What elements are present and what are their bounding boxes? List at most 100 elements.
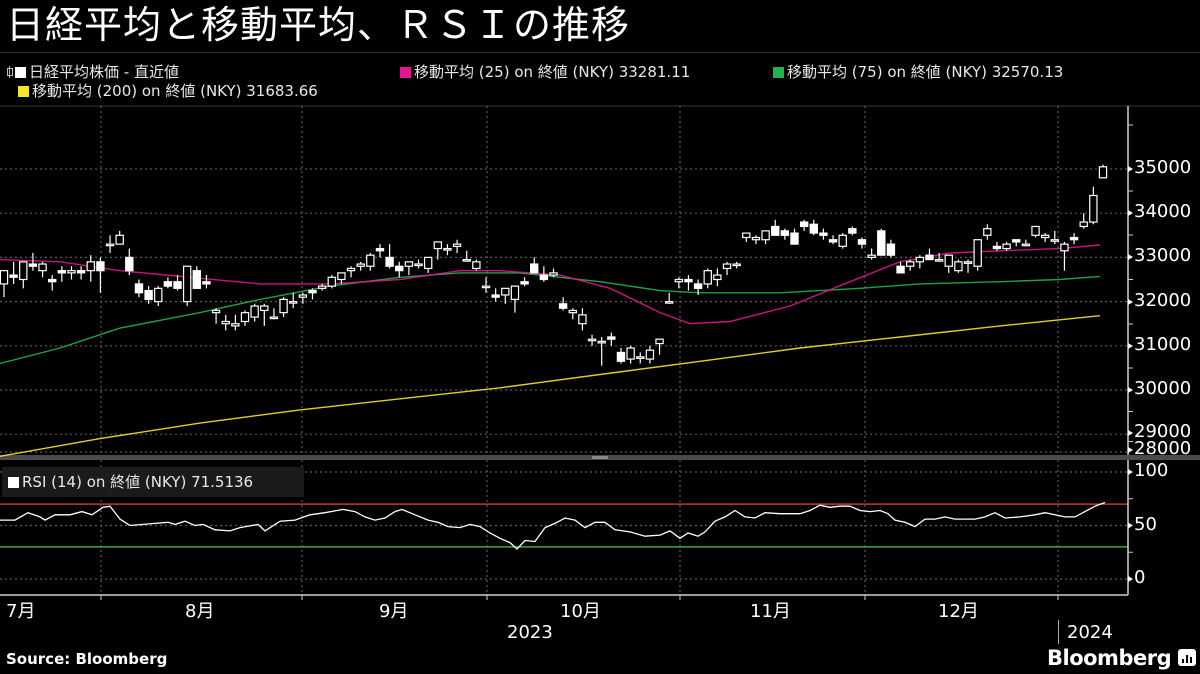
legend-ma75: 移動平均 (75) on 終値 (NKY) 32570.13 [773,62,1063,82]
candle [848,226,857,236]
y-tick [1128,447,1133,453]
candle [780,228,790,240]
y-tick [1128,430,1133,436]
y-tick [1128,576,1133,582]
moving-average-line [0,272,1101,365]
candle [404,261,414,276]
candle [761,230,770,245]
y-tick [1128,343,1133,349]
candle [221,314,230,331]
candle [578,308,587,331]
x-label-jul: 7月 [6,601,36,622]
candle [799,219,809,231]
y-tick [1128,299,1133,305]
candle [76,266,86,280]
candle [423,256,433,273]
candle [520,277,529,287]
legend-price: 日経平均株価 - 直近値 [6,62,179,82]
candle [597,336,606,366]
candle [819,228,828,240]
y-label-price: 32000 [1134,290,1192,311]
candle [626,345,635,364]
candle [154,286,163,307]
candle [934,252,944,262]
candle [144,286,153,304]
candle [915,255,925,269]
candle [443,244,452,256]
candle [356,261,365,271]
x-label-oct: 10月 [560,601,601,622]
candle [1089,186,1098,225]
candle [462,250,471,262]
candle [250,303,259,322]
candle [501,287,510,304]
candle [693,279,703,295]
candle [182,265,192,307]
y-label-rsi: 0 [1134,567,1146,588]
price-plot [0,164,1108,457]
candle [1002,241,1011,251]
candle [703,268,712,289]
candle [616,348,626,364]
candle [260,303,269,326]
legend-price-label: 日経平均株価 - 直近値 [29,63,179,81]
y-label-price: 29000 [1134,421,1192,442]
candle [857,237,867,249]
candle [587,334,597,346]
x-label-year-2023: 2023 [507,622,553,643]
legend-swatch-ma25 [400,67,411,78]
candle [96,257,105,293]
y-tick [1128,387,1133,393]
candle [674,277,684,289]
candle [472,259,481,271]
candle [414,259,423,269]
y-label-rsi: 100 [1134,460,1169,481]
candle [173,275,182,291]
y-label-price: 35000 [1134,157,1192,178]
candle [346,266,356,278]
candle [192,266,202,289]
y-tick [1128,166,1133,172]
bloomberg-chart-icon [1178,649,1196,666]
candle [57,266,67,282]
candle [732,261,741,269]
candle [481,277,491,293]
candle [289,292,298,309]
y-tick [1128,254,1133,260]
candle [992,241,1002,251]
candle [549,268,558,278]
y-label-price: 33000 [1134,245,1192,266]
candle [1069,233,1079,245]
candle [944,254,953,273]
candle [86,255,95,282]
rsi-legend: RSI (14) on 終値 (NKY) 71.5136 [2,467,304,497]
legend-swatch-ma200 [18,86,29,97]
y-label-price: 28000 [1134,438,1192,459]
candle [0,270,9,298]
candle [317,283,327,291]
legend-swatch-price [15,67,26,78]
rsi-legend-label: RSI (14) on 終値 (NKY) 71.5136 [22,473,254,491]
candle [722,261,732,276]
candle [279,297,288,318]
candle [375,244,385,258]
candle [877,228,886,256]
candle [809,219,818,236]
candle [385,244,394,269]
candle [115,230,124,245]
candle [231,314,240,331]
candle [308,288,317,300]
candle [491,288,500,302]
candle [38,261,47,278]
y-label-price: 30000 [1134,378,1192,399]
x-label-sep: 9月 [379,601,409,622]
x-label-year-2024: 2024 [1067,622,1113,643]
panel-divider-handle[interactable] [592,456,608,459]
rsi-plot [0,501,1128,550]
candle [636,352,645,364]
rsi-line [0,501,1106,550]
candle [963,259,973,273]
candle [67,266,76,280]
y-label-price: 31000 [1134,334,1192,355]
